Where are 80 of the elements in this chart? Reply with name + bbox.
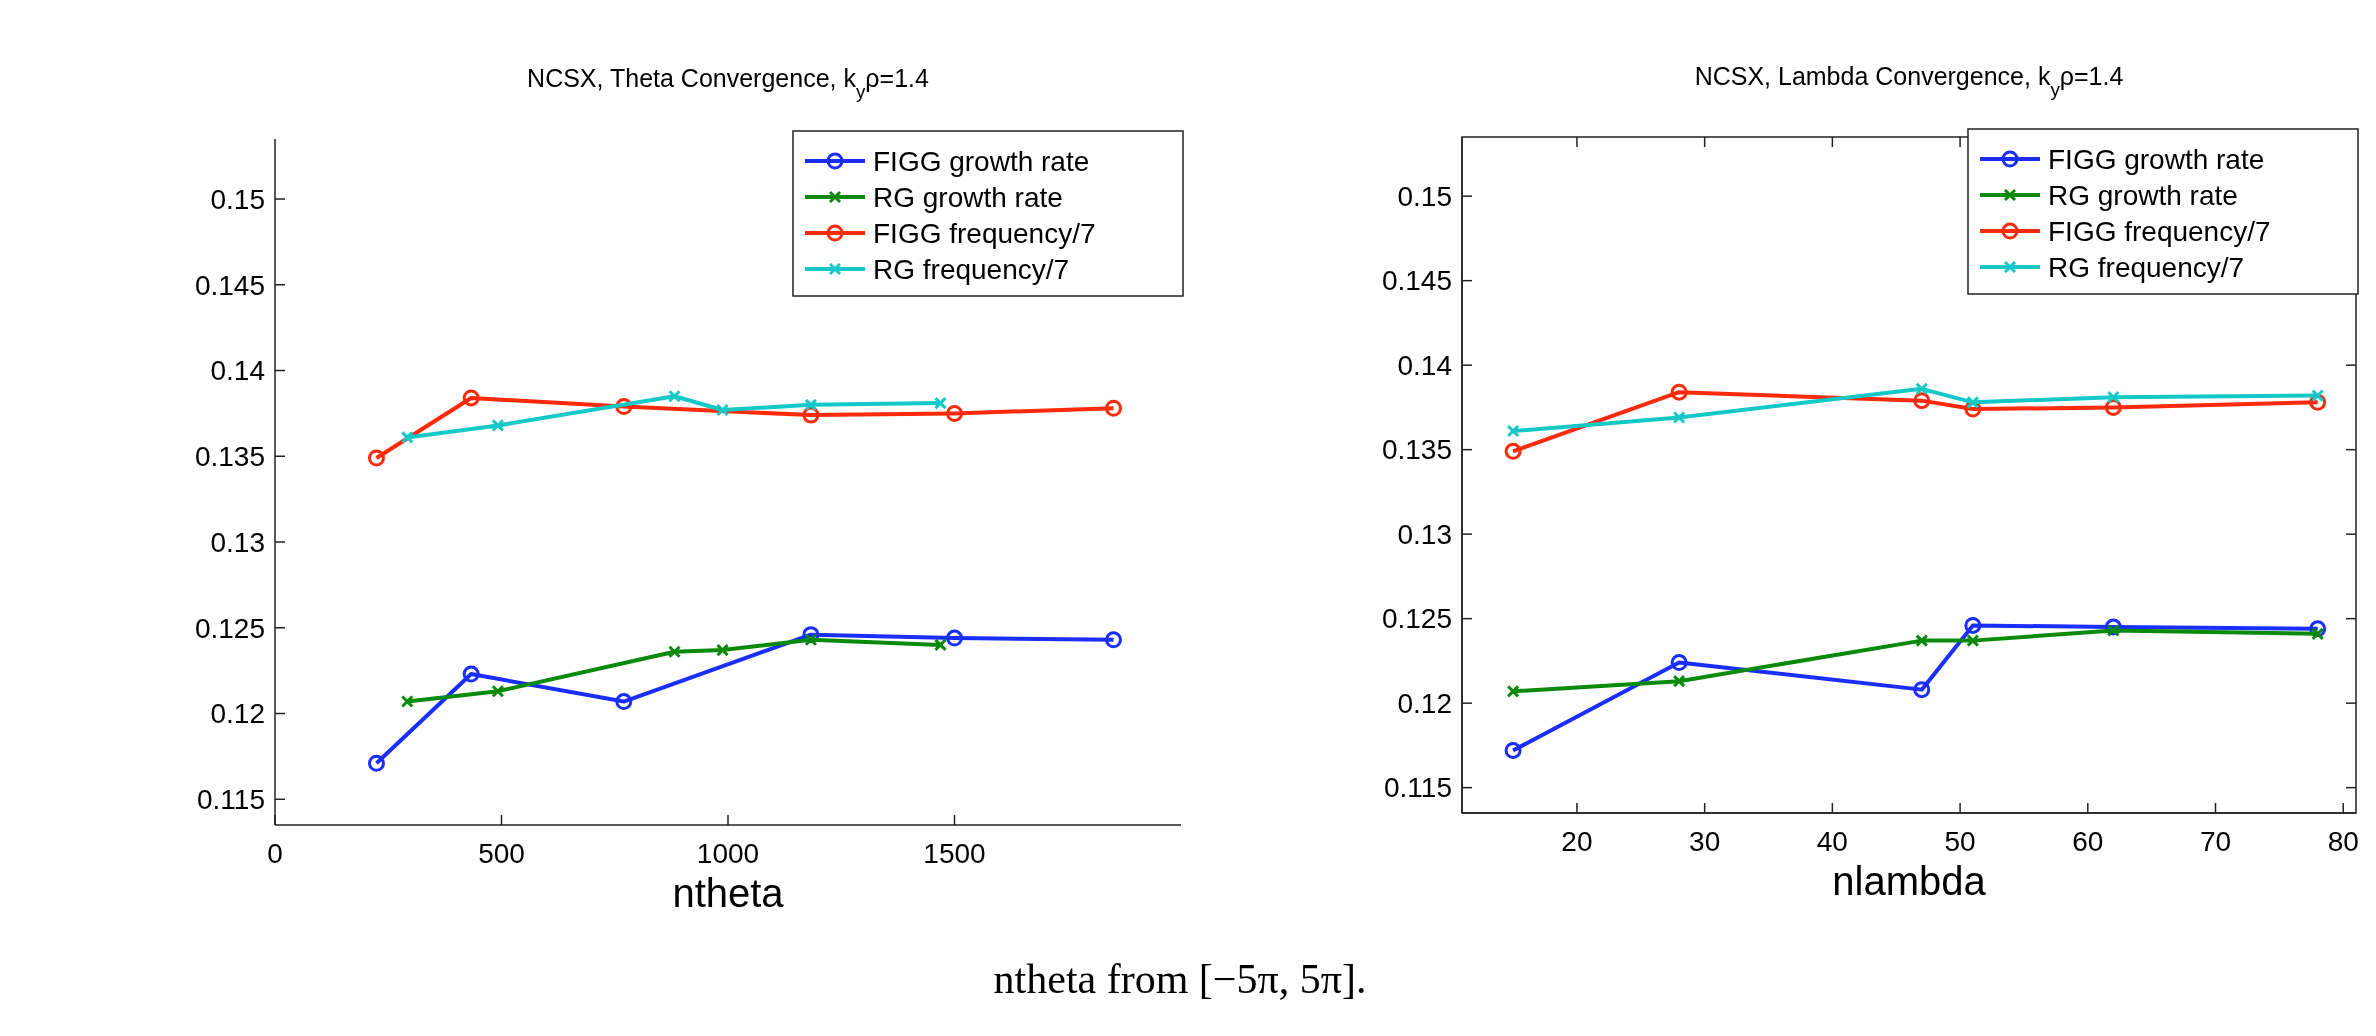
point: [1964, 616, 1982, 634]
point: [2311, 389, 2325, 403]
legend-label: FIGG growth rate: [873, 145, 1090, 177]
point: [1504, 741, 1522, 759]
point: [1504, 442, 1522, 460]
x-tick-label: 1500: [923, 838, 986, 869]
point: [491, 684, 505, 698]
legend-label: FIGG growth rate: [2048, 143, 2265, 175]
point: [1915, 382, 1929, 396]
y-tick-label: 0.14: [1397, 349, 1452, 381]
y-tick-label: 0.135: [1381, 434, 1452, 466]
point: [1670, 383, 1688, 401]
point: [462, 665, 480, 683]
x-tick-label: 500: [478, 838, 525, 869]
x-tick-label: 70: [2199, 826, 2232, 857]
legend-label: FIGG frequency/7: [2048, 215, 2271, 247]
point: [1506, 424, 1520, 438]
legend-label: RG growth rate: [873, 181, 1063, 213]
point: [1966, 634, 1980, 648]
point: [946, 404, 963, 422]
point: [367, 449, 385, 467]
point: [933, 638, 947, 652]
point: [1966, 395, 1980, 409]
point: [1105, 399, 1122, 417]
y-tick-label: 0.12: [210, 698, 265, 730]
legend-label: FIGG frequency/7: [873, 217, 1096, 249]
y-tick-label: 0.115: [1384, 772, 1452, 804]
chart-title: NCSX, Lambda Convergence, k$_{y}$ρ=1.4: [1694, 62, 2124, 100]
x-tick-label: 40: [1816, 826, 1848, 857]
legend-label: RG growth rate: [2048, 179, 2238, 211]
x-tick-label: 20: [1561, 826, 1593, 857]
point: [2106, 623, 2120, 637]
x-tick-label: 50: [1944, 826, 1976, 857]
point: [668, 645, 682, 659]
y-tick-label: 0.15: [1397, 180, 1452, 212]
point: [946, 629, 963, 647]
y-tick-label: 0.145: [1381, 265, 1452, 297]
x-tick-label: 60: [2072, 826, 2104, 857]
x-axis-title: nlambda: [1832, 859, 1987, 903]
chart-title: NCSX, Theta Convergence, k$_{y}$ρ=1.4: [527, 64, 930, 102]
y-tick-label: 0.125: [194, 612, 265, 644]
point: [804, 398, 818, 412]
point: [716, 643, 730, 657]
point: [1672, 411, 1686, 425]
point: [1672, 674, 1686, 688]
point: [1915, 634, 1929, 648]
legend-label: RG frequency/7: [873, 253, 1070, 285]
y-tick-label: 0.12: [1397, 687, 1452, 719]
point: [400, 430, 414, 444]
x-tick-label: 1000: [696, 838, 760, 869]
point: [615, 693, 633, 711]
legend-label: RG frequency/7: [2048, 251, 2245, 283]
y-tick-label: 0.13: [210, 526, 265, 558]
point: [462, 389, 480, 407]
text: ntheta from [−5π, 5π].: [993, 956, 1367, 1002]
point: [2106, 390, 2120, 404]
point: [933, 396, 947, 410]
point: [1670, 654, 1688, 672]
x-tick-label: 80: [2327, 826, 2359, 857]
y-tick-label: 0.15: [210, 183, 265, 215]
y-tick-label: 0.13: [1397, 518, 1452, 550]
y-tick-label: 0.115: [197, 784, 265, 816]
point: [2311, 627, 2325, 641]
point: [668, 389, 682, 403]
point: [1913, 681, 1931, 699]
y-tick-label: 0.14: [210, 355, 265, 387]
point: [400, 695, 414, 709]
point: [1913, 392, 1931, 410]
x-tick-label: 30: [1689, 826, 1721, 857]
point: [716, 403, 730, 417]
y-tick-label: 0.125: [1381, 603, 1452, 635]
y-tick-label: 0.145: [194, 269, 265, 301]
y-tick-label: 0.135: [194, 441, 265, 473]
x-tick-label: 0: [267, 838, 283, 869]
x-axis-title: ntheta: [672, 871, 785, 915]
point: [491, 418, 505, 432]
point: [1105, 631, 1122, 649]
point: [804, 633, 818, 647]
point: [1506, 684, 1520, 698]
point: [367, 754, 385, 772]
